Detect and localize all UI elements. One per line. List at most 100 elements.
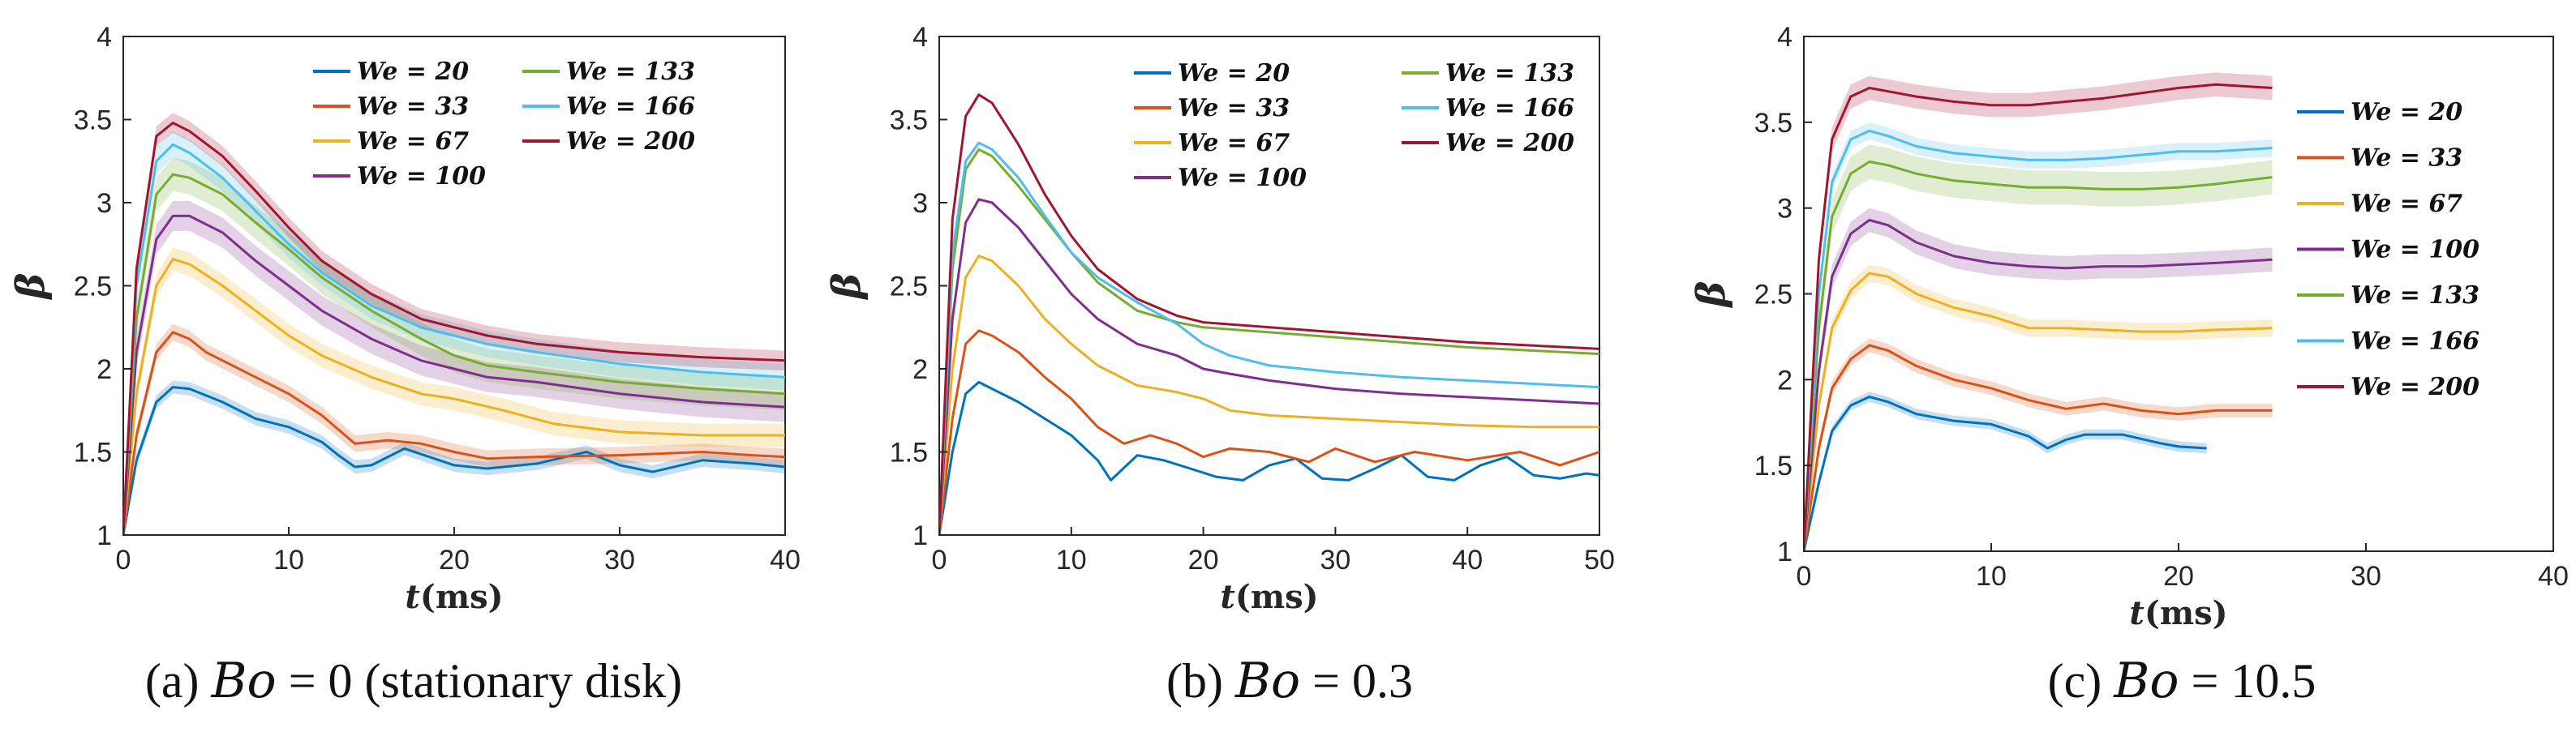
caption-rest: = 0.3 xyxy=(1300,654,1413,708)
legend-label: We = 166 xyxy=(566,92,695,121)
x-axis-unit: (ms) xyxy=(2145,594,2228,632)
y-tick-label: 1 xyxy=(97,520,112,551)
legend-label: We = 20 xyxy=(1178,59,1290,88)
y-tick-label: 3.5 xyxy=(1754,108,1792,139)
series-group xyxy=(939,93,1599,535)
legend-label: We = 33 xyxy=(1178,94,1290,122)
series-line-6 xyxy=(1804,129,2273,551)
series-band-4 xyxy=(1804,208,2273,551)
y-axis-label: β xyxy=(1689,280,1734,308)
series-line-3 xyxy=(123,258,785,535)
series-line-5 xyxy=(1804,161,2273,551)
legend-label: We = 166 xyxy=(2351,327,2479,356)
x-tick-label: 50 xyxy=(1584,545,1615,576)
caption-math: Bo xyxy=(2113,653,2179,709)
y-tick-label: 2.5 xyxy=(1754,280,1792,310)
x-tick-label: 40 xyxy=(770,545,801,576)
x-tick-label: 20 xyxy=(2163,561,2194,592)
legend-label: We = 200 xyxy=(1445,129,1574,157)
series-line-3 xyxy=(1804,272,2273,551)
y-tick-label: 2.5 xyxy=(890,272,928,302)
series-line-5 xyxy=(123,173,785,535)
x-tick-label: 0 xyxy=(1797,561,1812,592)
x-tick-label: 0 xyxy=(932,545,947,576)
x-tick-label: 40 xyxy=(1452,545,1483,576)
x-tick-label: 10 xyxy=(273,545,304,576)
x-axis-label: t(ms) xyxy=(1220,578,1318,616)
legend-label: We = 100 xyxy=(2351,236,2479,264)
x-tick-label: 30 xyxy=(1320,545,1350,576)
legend-label: We = 67 xyxy=(1178,129,1290,157)
series-line-4 xyxy=(1804,219,2273,551)
x-tick-label: 20 xyxy=(1188,545,1219,576)
series-line-1 xyxy=(1804,396,2207,551)
series-line-7 xyxy=(1804,83,2273,551)
y-axis-label: β xyxy=(824,272,869,300)
y-tick-label: 4 xyxy=(912,22,928,53)
legend-label: We = 20 xyxy=(2351,98,2462,126)
y-tick-label: 1.5 xyxy=(74,438,112,469)
legend-label: We = 33 xyxy=(2351,144,2462,173)
y-tick-label: 3 xyxy=(1777,194,1792,225)
series-line-6 xyxy=(939,141,1599,535)
legend-label: We = 67 xyxy=(357,127,469,156)
series-band-5 xyxy=(123,157,785,535)
legend-label: We = 67 xyxy=(2351,190,2462,218)
legend: We = 20 We = 33 We = 67 We = 100 We = 133 We … xyxy=(1134,59,1574,192)
series-line-7 xyxy=(123,122,785,535)
x-tick-label: 30 xyxy=(2351,561,2381,592)
y-tick-label: 1.5 xyxy=(890,438,928,469)
y-tick-label: 2.5 xyxy=(74,272,112,302)
caption-math: Bo xyxy=(1234,653,1300,709)
x-tick-label: 30 xyxy=(604,545,635,576)
series-line-6 xyxy=(123,143,785,535)
x-axis-var: t xyxy=(1220,578,1235,616)
series-line-7 xyxy=(939,93,1599,535)
series-group xyxy=(1804,72,2273,551)
series-line-2 xyxy=(123,331,785,535)
y-tick-label: 1 xyxy=(912,520,928,551)
series-band-3 xyxy=(123,247,785,535)
caption-rest: = 10.5 xyxy=(2179,654,2316,708)
y-tick-label: 4 xyxy=(97,22,112,53)
y-tick-label: 3.5 xyxy=(74,105,112,136)
x-axis-var: t xyxy=(405,578,420,616)
legend-label: We = 20 xyxy=(357,58,469,86)
series-line-1 xyxy=(939,380,1599,535)
legend-label: We = 100 xyxy=(357,162,486,190)
legend-label: We = 200 xyxy=(566,127,695,156)
legend-label: We = 100 xyxy=(1178,164,1307,192)
legend: We = 20 We = 33 We = 67 We = 100 We = 133 We … xyxy=(2297,98,2479,401)
caption-rest: = 0 (stationary disk) xyxy=(277,654,682,708)
y-tick-label: 2 xyxy=(912,354,928,385)
series-band-3 xyxy=(1804,264,2273,551)
series-line-2 xyxy=(1804,344,2273,551)
y-tick-label: 4 xyxy=(1777,22,1792,53)
series-line-4 xyxy=(123,214,785,535)
series-band-2 xyxy=(123,323,785,535)
x-tick-label: 10 xyxy=(1976,561,2007,592)
caption-prefix: (b) xyxy=(1166,654,1235,708)
y-tick-label: 2 xyxy=(97,354,112,385)
panel-caption: (c) Bo = 10.5 xyxy=(2048,653,2316,709)
series-line-4 xyxy=(939,198,1599,535)
series-band-5 xyxy=(1804,144,2273,551)
legend-label: We = 33 xyxy=(357,92,469,121)
legend-label: We = 133 xyxy=(566,58,695,86)
y-tick-label: 2 xyxy=(1777,365,1792,396)
caption-prefix: (a) xyxy=(145,654,212,708)
y-tick-label: 3 xyxy=(97,188,112,219)
panel-caption: (b) Bo = 0.3 xyxy=(1166,653,1413,709)
series-band-6 xyxy=(123,131,785,535)
y-tick-label: 3 xyxy=(912,188,928,219)
series-line-5 xyxy=(939,148,1599,535)
legend-label: We = 133 xyxy=(2351,281,2479,310)
x-axis-var: t xyxy=(2129,594,2145,632)
series-line-2 xyxy=(939,329,1599,535)
x-tick-label: 20 xyxy=(439,545,470,576)
x-tick-label: 40 xyxy=(2538,561,2569,592)
y-tick-label: 3.5 xyxy=(890,105,928,136)
